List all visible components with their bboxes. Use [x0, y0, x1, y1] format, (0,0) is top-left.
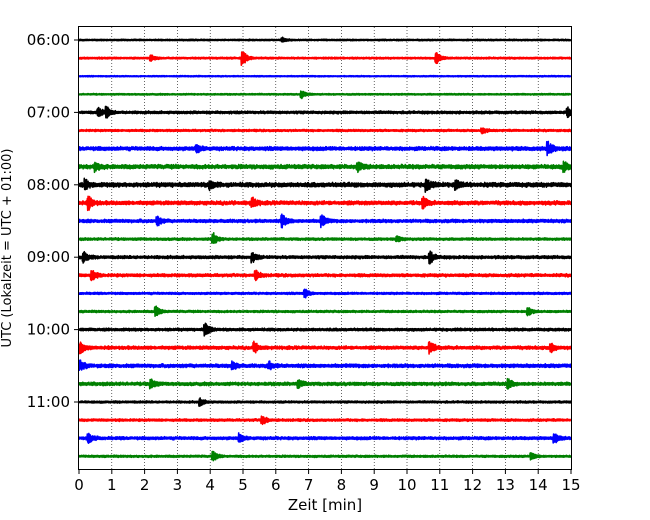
x-tick-label: 3	[173, 476, 183, 494]
seismic-trace	[78, 213, 572, 229]
seismic-trace	[78, 232, 572, 244]
seismic-trace	[78, 305, 572, 318]
x-tick-label: 0	[74, 476, 84, 494]
seismic-trace	[78, 288, 572, 299]
x-tick-label: 2	[140, 476, 150, 494]
x-tick-label: 6	[271, 476, 281, 494]
seismic-trace	[78, 397, 572, 407]
x-tick-label: 10	[397, 476, 416, 494]
y-axis: 06:00 07:00 08:00 09:00 10:00 11:00	[27, 31, 79, 411]
x-tick-label: 12	[463, 476, 482, 494]
seismic-trace	[78, 90, 572, 100]
seismic-trace	[78, 359, 572, 371]
seismic-trace	[78, 160, 572, 174]
x-tick-label: 11	[430, 476, 449, 494]
x-axis-label: Zeit [min]	[288, 496, 362, 514]
y-tick-label: 08:00	[27, 176, 70, 194]
x-tick-label: 1	[107, 476, 117, 494]
x-tick-label: 8	[337, 476, 347, 494]
x-tick-label: 5	[238, 476, 248, 494]
x-tick-label: 7	[304, 476, 314, 494]
plot-frame	[78, 26, 572, 470]
seismic-trace	[78, 250, 572, 265]
seismic-trace	[78, 269, 572, 282]
x-tick-label: 15	[561, 476, 580, 494]
y-tick-label: 10:00	[27, 321, 70, 339]
y-tick-label: 11:00	[27, 393, 70, 411]
x-tick-label: 13	[496, 476, 515, 494]
seismic-trace	[78, 195, 572, 212]
seismic-trace	[78, 177, 572, 193]
seismic-trace	[78, 415, 572, 426]
seismic-trace	[78, 322, 572, 337]
seismic-trace	[78, 340, 572, 355]
x-tick-label: 4	[205, 476, 215, 494]
seismic-trace	[78, 74, 572, 78]
seismic-trace	[78, 377, 572, 390]
seismic-trace	[78, 127, 572, 135]
seismic-trace	[78, 432, 572, 444]
seismic-trace	[78, 51, 572, 67]
seismic-trace	[78, 450, 572, 462]
seismic-trace	[78, 36, 572, 43]
y-tick-label: 06:00	[27, 31, 70, 49]
y-tick-label: 09:00	[27, 248, 70, 266]
x-tick-label: 9	[369, 476, 379, 494]
seismic-traces	[78, 36, 572, 462]
x-axis: 0 1 2 3 4 5 6 7 8 9 10 11 12 13 14 15	[74, 469, 581, 494]
y-axis-label: UTC (Lokalzeit = UTC + 01:00)	[0, 149, 15, 348]
seismic-trace	[78, 105, 572, 119]
seismic-trace	[78, 140, 572, 157]
y-tick-label: 07:00	[27, 103, 70, 121]
x-tick-label: 14	[529, 476, 548, 494]
